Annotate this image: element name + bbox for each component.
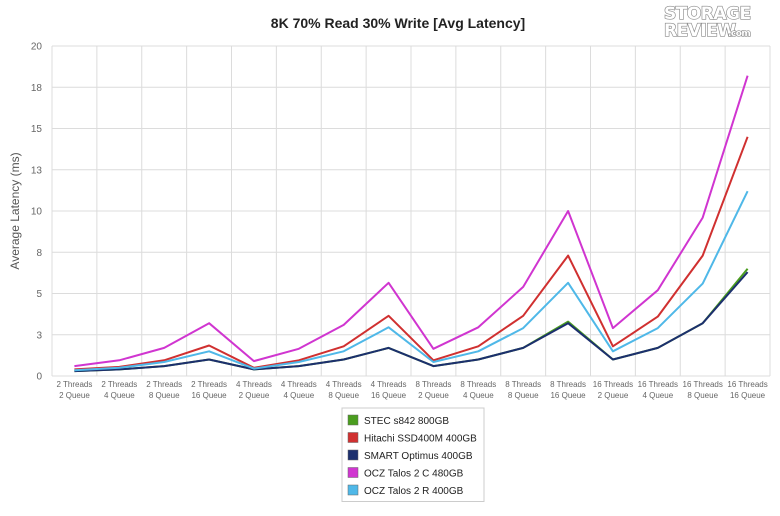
legend-label: SMART Optimus 400GB bbox=[364, 451, 473, 462]
logo-suffix: .com bbox=[728, 29, 750, 39]
legend-label: OCZ Talos 2 C 480GB bbox=[364, 469, 464, 480]
legend-swatch bbox=[347, 467, 359, 478]
x-tick-label: 4 Threads 8 Queue bbox=[326, 380, 362, 400]
y-tick-label: 18 bbox=[31, 83, 43, 94]
chart-grid bbox=[51, 45, 771, 377]
y-axis-label: Average Latency (ms) bbox=[8, 152, 22, 269]
storagereview-logo: STORAGE REVIEW .com bbox=[663, 3, 751, 41]
x-tick-label: 8 Threads 2 Queue bbox=[416, 380, 452, 400]
x-tick-label: 2 Threads 8 Queue bbox=[146, 380, 182, 400]
y-tick-label: 5 bbox=[36, 289, 42, 300]
y-tick-label: 0 bbox=[36, 372, 42, 383]
x-tick-label: 2 Threads 2 Queue bbox=[57, 380, 93, 400]
legend-swatch bbox=[347, 449, 359, 461]
y-tick-label: 13 bbox=[31, 165, 43, 176]
y-tick-label: 8 bbox=[36, 248, 42, 259]
y-tick-label: 15 bbox=[31, 124, 43, 135]
series-line-5 bbox=[74, 190, 749, 372]
x-tick-label: 2 Threads 16 Queue bbox=[191, 380, 227, 400]
legend-swatch bbox=[347, 484, 359, 496]
logo-line-1: STORAGE bbox=[664, 4, 751, 24]
x-tick-label: 16 Threads 16 Queue bbox=[727, 380, 767, 400]
logo-line-2: REVIEW bbox=[664, 21, 736, 41]
x-tick-label: 16 Threads 8 Queue bbox=[683, 380, 723, 400]
series-lines bbox=[74, 75, 749, 373]
y-tick-label: 20 bbox=[31, 42, 43, 53]
x-tick-label: 2 Threads 4 Queue bbox=[101, 380, 137, 400]
x-axis-ticks: 2 Threads 2 Queue 2 Threads 4 Queue 2 Thread… bbox=[57, 380, 768, 400]
y-axis-ticks: 0 3 5 8 10 13 15 18 20 bbox=[31, 42, 43, 383]
x-tick-label: 8 Threads 16 Queue bbox=[550, 380, 586, 400]
series-line-4 bbox=[74, 75, 749, 368]
x-tick-label: 8 Threads 4 Queue bbox=[460, 380, 496, 400]
legend-label: STEC s842 800GB bbox=[364, 416, 449, 427]
chart-title: 8K 70% Read 30% Write [Avg Latency] bbox=[271, 15, 525, 31]
series-line-2 bbox=[74, 136, 749, 371]
legend-label: Hitachi SSD400M 400GB bbox=[364, 434, 477, 445]
x-tick-label: 4 Threads 16 Queue bbox=[371, 380, 407, 400]
legend-label: OCZ Talos 2 R 400GB bbox=[364, 486, 464, 497]
legend-box bbox=[341, 407, 485, 502]
legend-swatch bbox=[347, 414, 359, 426]
x-tick-label: 16 Threads 2 Queue bbox=[593, 380, 633, 400]
chart-legend: STEC s842 800GB Hitachi SSD400M 400GB SMAR… bbox=[341, 407, 485, 502]
legend-swatch bbox=[347, 432, 359, 443]
y-tick-label: 3 bbox=[36, 330, 42, 341]
x-tick-label: 4 Threads 2 Queue bbox=[236, 380, 272, 400]
y-tick-label: 10 bbox=[31, 207, 43, 218]
series-line-3 bbox=[74, 271, 749, 373]
x-tick-label: 4 Threads 4 Queue bbox=[281, 380, 317, 400]
x-tick-label: 8 Threads 8 Queue bbox=[505, 380, 541, 400]
x-tick-label: 16 Threads 4 Queue bbox=[638, 380, 678, 400]
